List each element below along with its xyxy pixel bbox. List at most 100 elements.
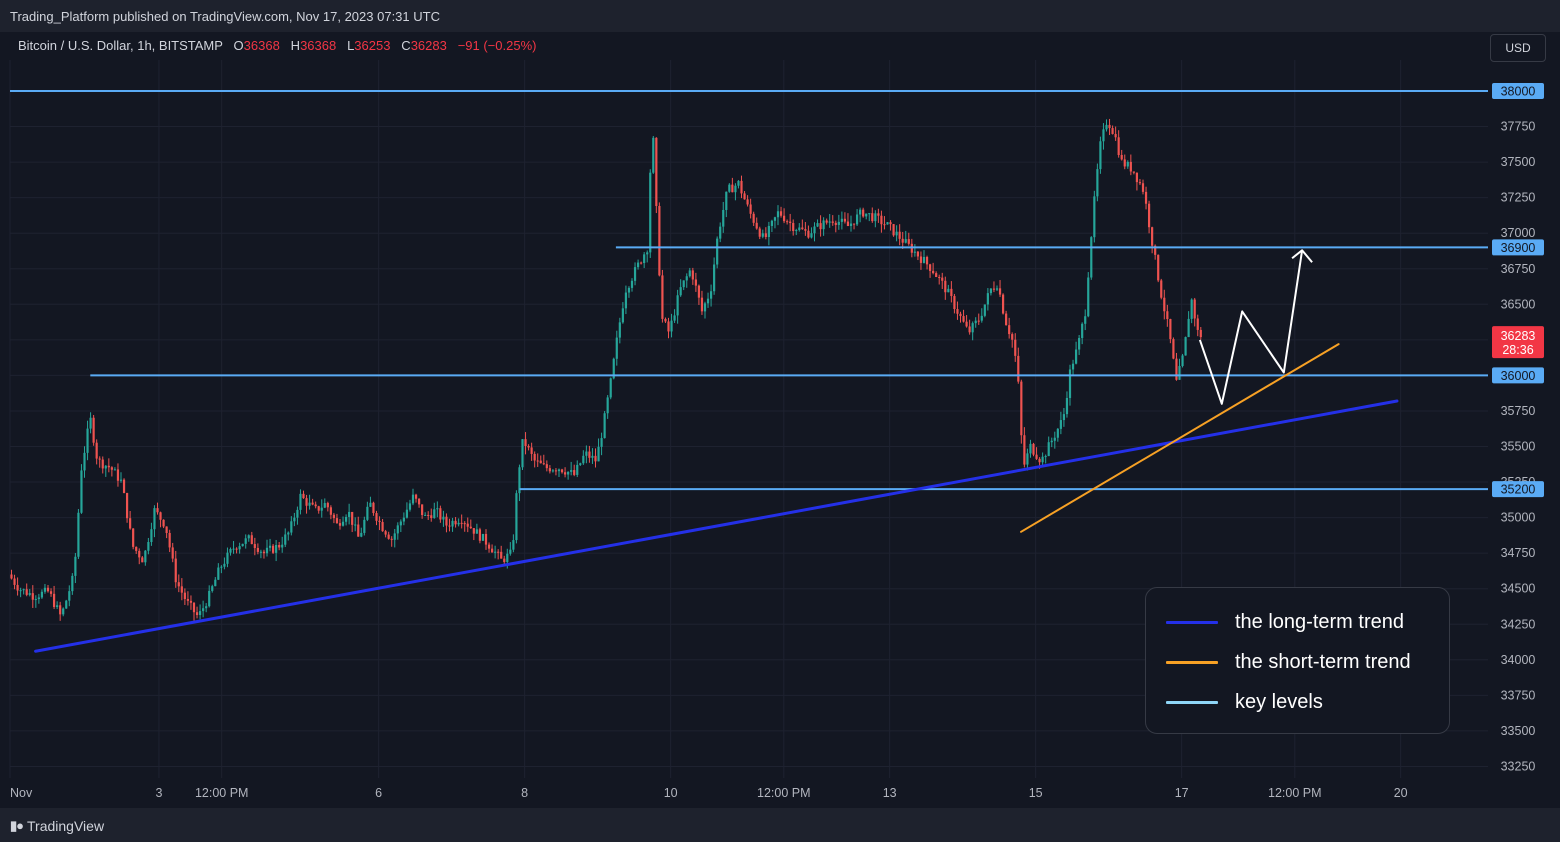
- candle-down: [1193, 299, 1196, 319]
- candle-down: [998, 288, 1002, 295]
- candle-down: [743, 193, 746, 200]
- candle-up: [259, 551, 263, 553]
- candle-up: [643, 254, 646, 264]
- candle-down: [454, 520, 457, 525]
- candle-up: [865, 213, 868, 217]
- candle-down: [1038, 458, 1041, 463]
- price-chart[interactable]: 33250 33500 33750 34000 34250 34500 34750 35000…: [0, 0, 1560, 808]
- candle-down: [95, 442, 98, 459]
- candle-down: [122, 479, 126, 493]
- candle-up: [396, 525, 399, 534]
- candle-up: [1126, 161, 1129, 167]
- candle-up: [995, 288, 999, 290]
- candle-down: [487, 544, 491, 549]
- tradingview-logo[interactable]: ▮● TradingView: [10, 818, 104, 834]
- candle-down: [31, 593, 34, 600]
- legend-label: the long-term trend: [1235, 610, 1404, 633]
- candle-down: [1001, 294, 1005, 314]
- candle-up: [983, 304, 986, 316]
- candle-up: [344, 516, 348, 522]
- candle-down: [560, 469, 564, 473]
- candle-up: [1041, 456, 1044, 463]
- current-price-label: 36283: [1501, 329, 1536, 343]
- candle-down: [192, 602, 196, 613]
- price-tick-label: 34500: [1501, 582, 1536, 596]
- candle-down: [332, 514, 336, 519]
- candle-down: [533, 453, 536, 461]
- candle-down: [478, 529, 482, 541]
- candle-down: [968, 326, 971, 333]
- candle-up: [1047, 442, 1050, 457]
- candle-up: [247, 535, 250, 539]
- candle-down: [384, 531, 387, 535]
- candle-up: [688, 270, 691, 277]
- time-tick-label: 12:00 PM: [757, 786, 811, 800]
- candle-up: [947, 288, 950, 293]
- candle-down: [925, 257, 929, 265]
- candle-up: [433, 509, 436, 519]
- candle-down: [792, 222, 795, 231]
- candle-down: [311, 502, 314, 505]
- candle-up: [290, 521, 293, 533]
- candle-down: [92, 417, 95, 443]
- candle-up: [515, 493, 518, 541]
- candle-down: [500, 551, 503, 559]
- candle-down: [916, 251, 920, 257]
- time-tick-label: 15: [1029, 786, 1043, 800]
- candle-down: [746, 199, 749, 205]
- candle-down: [460, 522, 463, 524]
- candle-down: [530, 447, 533, 454]
- candle-up: [366, 506, 369, 520]
- candle-down: [831, 221, 834, 223]
- candle-up: [323, 503, 326, 508]
- candle-up: [89, 417, 92, 429]
- candle-up: [74, 556, 77, 576]
- candle-down: [901, 238, 904, 243]
- time-tick-label: 12:00 PM: [195, 786, 249, 800]
- candle-up: [62, 608, 65, 615]
- candle-up: [630, 280, 634, 288]
- candle-down: [372, 502, 375, 514]
- candle-up: [56, 605, 59, 608]
- candle-down: [253, 544, 256, 548]
- candle-down: [883, 224, 886, 226]
- legend-item-long-trend: the long-term trend: [1166, 610, 1404, 634]
- candle-up: [868, 213, 871, 215]
- legend-label: the short-term trend: [1235, 650, 1411, 673]
- candle-up: [551, 470, 555, 472]
- candle-down: [186, 599, 190, 601]
- candle-up: [1074, 349, 1078, 364]
- candle-down: [472, 528, 475, 534]
- currency-button[interactable]: USD: [1490, 34, 1546, 62]
- candle-up: [80, 470, 83, 513]
- candle-up: [722, 209, 725, 227]
- candle-down: [195, 612, 199, 616]
- candle-up: [989, 288, 993, 294]
- candle-down: [335, 518, 339, 524]
- candle-up: [798, 227, 801, 231]
- key-level-label-bg: [1492, 367, 1544, 384]
- candle-down: [484, 533, 488, 545]
- candle-down: [1017, 355, 1020, 382]
- candle-up: [922, 257, 926, 263]
- candle-up: [22, 589, 25, 591]
- candle-up: [986, 293, 989, 305]
- candle-down: [135, 546, 138, 551]
- candle-down: [898, 231, 901, 239]
- candle-up: [1071, 363, 1075, 370]
- candle-down: [278, 544, 281, 548]
- candle-down: [1196, 318, 1199, 330]
- candle-up: [144, 550, 147, 563]
- candle-down: [381, 522, 384, 532]
- candle-down: [1160, 280, 1163, 298]
- candle-down: [880, 215, 883, 225]
- bottom-bar: [0, 808, 1560, 842]
- candle-up: [1056, 428, 1059, 438]
- candle-up: [767, 225, 770, 237]
- candle-down: [877, 213, 880, 216]
- candle-up: [737, 180, 740, 186]
- low-value: 36253: [354, 38, 391, 53]
- candle-up: [153, 508, 156, 530]
- countdown-label: 28:36: [1502, 343, 1533, 357]
- candle-up: [217, 567, 220, 580]
